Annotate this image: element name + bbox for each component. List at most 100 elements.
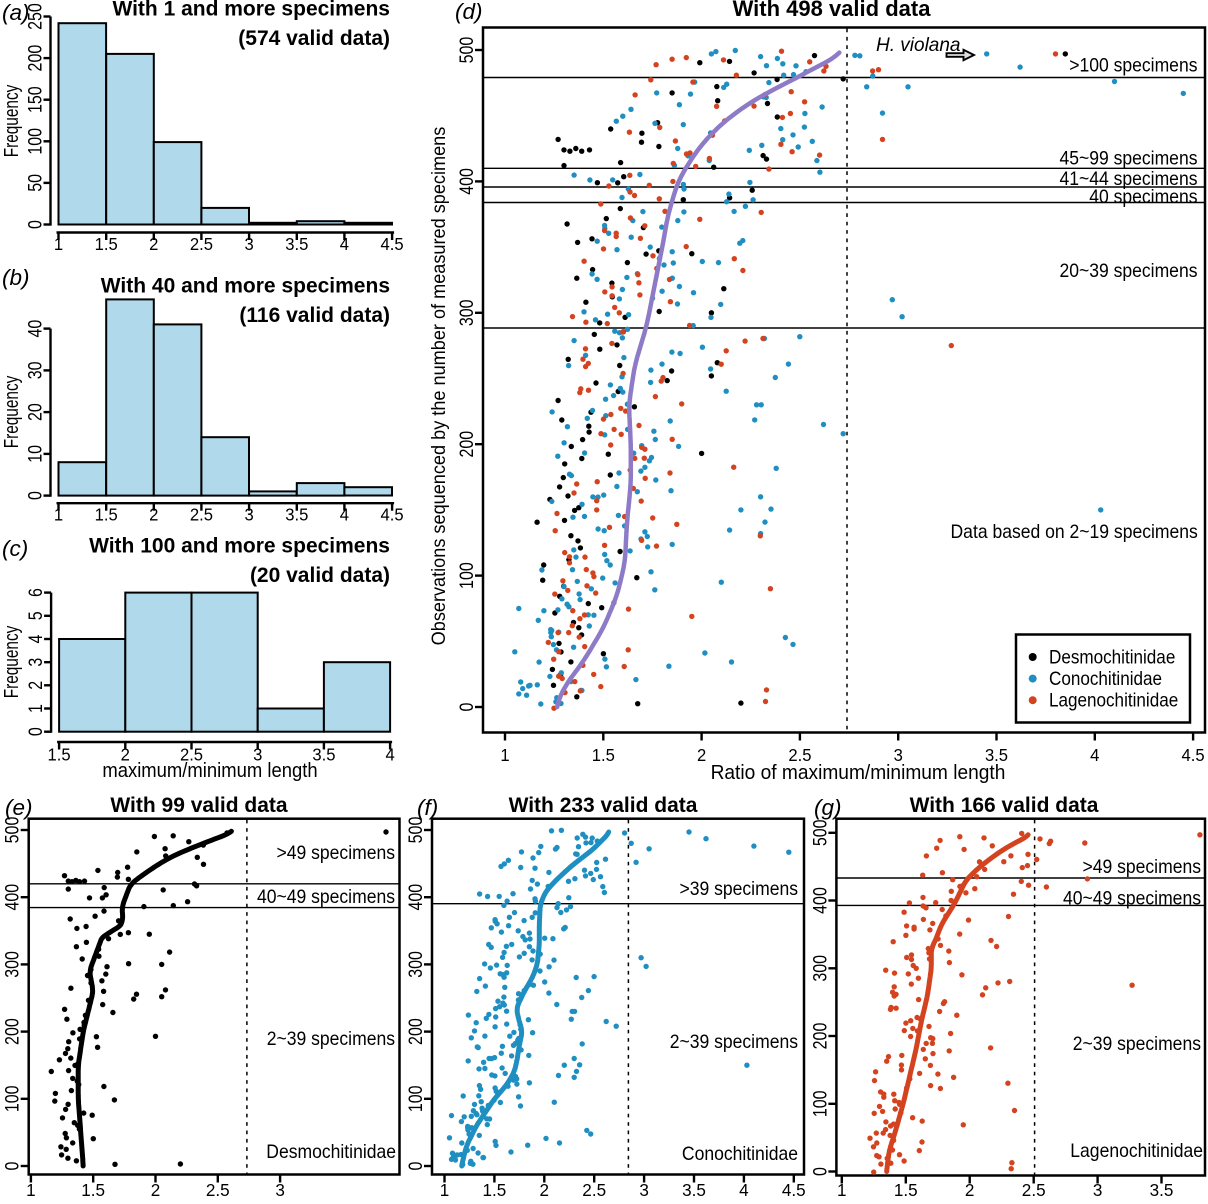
svg-text:3: 3 xyxy=(894,746,903,765)
svg-text:0: 0 xyxy=(1,1161,23,1170)
svg-text:0: 0 xyxy=(24,220,46,229)
svg-text:3.5: 3.5 xyxy=(285,505,308,524)
svg-text:40~49 specimens: 40~49 specimens xyxy=(1063,887,1201,909)
svg-text:400: 400 xyxy=(809,887,831,914)
svg-text:>49 specimens: >49 specimens xyxy=(276,841,395,863)
svg-text:Observations sequenced by the: Observations sequenced by the number of … xyxy=(427,127,449,646)
svg-text:3: 3 xyxy=(1093,1180,1103,1199)
svg-text:2.5: 2.5 xyxy=(206,1180,230,1199)
svg-text:250: 250 xyxy=(24,3,46,30)
svg-text:2.5: 2.5 xyxy=(582,1180,606,1199)
svg-text:1.5: 1.5 xyxy=(48,745,71,764)
svg-text:100: 100 xyxy=(456,562,478,589)
svg-text:(574 valid data): (574 valid data) xyxy=(238,27,390,50)
svg-text:>39 specimens: >39 specimens xyxy=(679,877,798,899)
svg-text:50: 50 xyxy=(24,174,46,192)
svg-text:100: 100 xyxy=(1,1085,23,1112)
svg-text:4.5: 4.5 xyxy=(782,1180,806,1199)
svg-text:4: 4 xyxy=(25,634,47,643)
svg-text:(d): (d) xyxy=(455,0,483,24)
svg-text:3: 3 xyxy=(244,505,253,524)
svg-text:10: 10 xyxy=(24,445,46,463)
svg-text:maximum/minimum length: maximum/minimum length xyxy=(102,759,317,782)
svg-text:500: 500 xyxy=(456,37,478,64)
svg-text:3: 3 xyxy=(639,1180,649,1199)
svg-text:3.5: 3.5 xyxy=(682,1180,706,1199)
svg-text:200: 200 xyxy=(809,1023,831,1050)
svg-text:With 99 valid data: With 99 valid data xyxy=(110,794,288,817)
svg-text:2: 2 xyxy=(697,746,706,765)
svg-text:(20 valid data): (20 valid data) xyxy=(250,564,390,587)
svg-text:100: 100 xyxy=(809,1090,831,1117)
svg-text:3: 3 xyxy=(25,658,47,667)
svg-text:2.5: 2.5 xyxy=(788,746,811,765)
svg-text:2: 2 xyxy=(149,235,158,254)
svg-text:With 498 valid data: With 498 valid data xyxy=(733,0,932,21)
svg-text:Frequency: Frequency xyxy=(0,84,23,157)
svg-text:400: 400 xyxy=(1,884,23,911)
svg-text:300: 300 xyxy=(405,951,427,978)
svg-text:With 233 valid data: With 233 valid data xyxy=(509,794,698,817)
svg-text:41~44 specimens: 41~44 specimens xyxy=(1059,167,1197,189)
svg-text:0: 0 xyxy=(405,1161,427,1170)
svg-text:4: 4 xyxy=(340,505,349,524)
svg-text:4: 4 xyxy=(739,1180,749,1199)
svg-text:Lagenochitinidae: Lagenochitinidae xyxy=(1049,690,1178,711)
svg-text:40~49 specimens: 40~49 specimens xyxy=(257,885,395,907)
svg-text:6: 6 xyxy=(25,588,47,597)
svg-text:With 100 and more specimens: With 100 and more specimens xyxy=(89,535,390,558)
svg-text:>49 specimens: >49 specimens xyxy=(1082,855,1201,877)
svg-text:20: 20 xyxy=(24,403,46,421)
svg-text:1: 1 xyxy=(837,1180,847,1199)
svg-text:2~39 specimens: 2~39 specimens xyxy=(267,1027,395,1049)
svg-text:1: 1 xyxy=(440,1180,450,1199)
svg-text:200: 200 xyxy=(24,45,46,72)
svg-text:4.5: 4.5 xyxy=(381,505,404,524)
svg-text:40 specimens: 40 specimens xyxy=(1089,185,1197,207)
svg-text:200: 200 xyxy=(405,1018,427,1045)
svg-text:>100 specimens: >100 specimens xyxy=(1069,54,1197,76)
svg-text:4: 4 xyxy=(1090,746,1099,765)
svg-text:With 166 valid data: With 166 valid data xyxy=(910,794,1099,817)
svg-text:(c): (c) xyxy=(2,536,28,561)
svg-text:Data based on 2~19 specimens: Data based on 2~19 specimens xyxy=(951,520,1198,542)
svg-text:(e): (e) xyxy=(5,795,33,820)
svg-text:2.5: 2.5 xyxy=(190,235,213,254)
svg-text:1.5: 1.5 xyxy=(95,235,118,254)
svg-text:500: 500 xyxy=(1,817,23,844)
svg-text:Lagenochitinidae: Lagenochitinidae xyxy=(1070,1139,1203,1161)
svg-text:3: 3 xyxy=(275,1180,285,1199)
svg-text:2: 2 xyxy=(540,1180,550,1199)
svg-text:2: 2 xyxy=(121,745,130,764)
svg-text:300: 300 xyxy=(456,299,478,326)
svg-text:150: 150 xyxy=(24,86,46,113)
svg-text:3.5: 3.5 xyxy=(985,746,1008,765)
svg-text:3.5: 3.5 xyxy=(312,745,335,764)
svg-text:200: 200 xyxy=(456,431,478,458)
svg-text:Frequency: Frequency xyxy=(0,375,23,448)
svg-text:30: 30 xyxy=(24,361,46,379)
svg-text:0: 0 xyxy=(25,727,47,736)
svg-text:3.5: 3.5 xyxy=(1150,1180,1174,1199)
svg-text:500: 500 xyxy=(809,819,831,846)
svg-text:2.5: 2.5 xyxy=(1022,1180,1046,1199)
svg-text:2.5: 2.5 xyxy=(190,505,213,524)
svg-text:2: 2 xyxy=(25,681,47,690)
svg-text:4.5: 4.5 xyxy=(381,235,404,254)
svg-text:3: 3 xyxy=(244,235,253,254)
svg-text:200: 200 xyxy=(1,1018,23,1045)
svg-text:400: 400 xyxy=(456,168,478,195)
svg-text:(a): (a) xyxy=(2,0,30,25)
svg-text:(116 valid data): (116 valid data) xyxy=(239,304,390,327)
svg-text:20~39 specimens: 20~39 specimens xyxy=(1059,259,1197,281)
svg-text:0: 0 xyxy=(24,491,46,500)
svg-text:2: 2 xyxy=(965,1180,975,1199)
svg-text:1.5: 1.5 xyxy=(592,746,615,765)
svg-text:3: 3 xyxy=(253,745,262,764)
svg-text:1.5: 1.5 xyxy=(483,1180,507,1199)
svg-text:1: 1 xyxy=(500,746,509,765)
svg-text:(f): (f) xyxy=(417,795,438,820)
svg-text:Conochitinidae: Conochitinidae xyxy=(1049,668,1162,689)
svg-text:2: 2 xyxy=(151,1180,161,1199)
svg-text:400: 400 xyxy=(405,884,427,911)
